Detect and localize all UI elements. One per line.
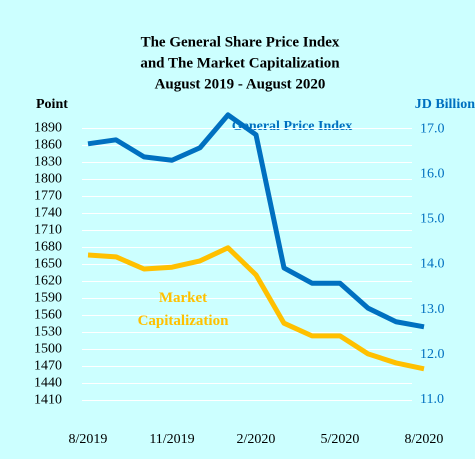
- y2-tick-label: 12.0: [420, 347, 445, 362]
- chart-title: The General Share Price Index: [141, 34, 340, 50]
- y-tick-label: 1530: [34, 325, 62, 340]
- y2-tick-label: 11.0: [420, 392, 444, 407]
- y-tick-label: 1800: [34, 172, 62, 187]
- y-tick-label: 1500: [34, 342, 62, 357]
- y-tick-label: 1470: [34, 359, 62, 374]
- series-label: Market Capitalization: [137, 290, 229, 329]
- y2-tick-label: 14.0: [420, 257, 445, 272]
- y-tick-label: 1740: [34, 206, 62, 221]
- series-label: General Price Index: [232, 119, 353, 134]
- y-axis-label: Point: [36, 97, 68, 112]
- y2-tick-label: 17.0: [420, 121, 445, 136]
- y-tick-label: 1650: [34, 257, 62, 272]
- y-tick-label: 1860: [34, 138, 62, 153]
- series-line: [87, 112, 425, 330]
- x-tick-label: 8/2019: [69, 432, 108, 447]
- x-tick-label: 2/2020: [237, 432, 276, 447]
- y-tick-label: 1590: [34, 291, 62, 306]
- y-tick-label: 1680: [34, 240, 62, 255]
- y2-tick-label: 15.0: [420, 212, 445, 227]
- y-tick-label: 1890: [34, 121, 62, 136]
- y2-tick-label: 13.0: [420, 302, 445, 317]
- y2-tick-label: 16.0: [420, 166, 445, 181]
- series-line: [87, 245, 425, 372]
- chart-title: August 2019 - August 2020: [155, 76, 326, 92]
- y-tick-label: 1620: [34, 274, 62, 289]
- y-tick-label: 1830: [34, 155, 62, 170]
- x-tick-label: 5/2020: [321, 432, 360, 447]
- y-tick-label: 1410: [34, 393, 62, 408]
- y-tick-label: 1710: [34, 223, 62, 238]
- chart-title: and The Market Capitalization: [140, 55, 340, 71]
- x-tick-label: 8/2020: [405, 432, 444, 447]
- y2-axis-label: JD Billion: [415, 97, 475, 112]
- y-tick-label: 1560: [34, 308, 62, 323]
- y-tick-label: 1770: [34, 189, 62, 204]
- y-tick-label: 1440: [34, 376, 62, 391]
- x-tick-label: 11/2019: [149, 432, 194, 447]
